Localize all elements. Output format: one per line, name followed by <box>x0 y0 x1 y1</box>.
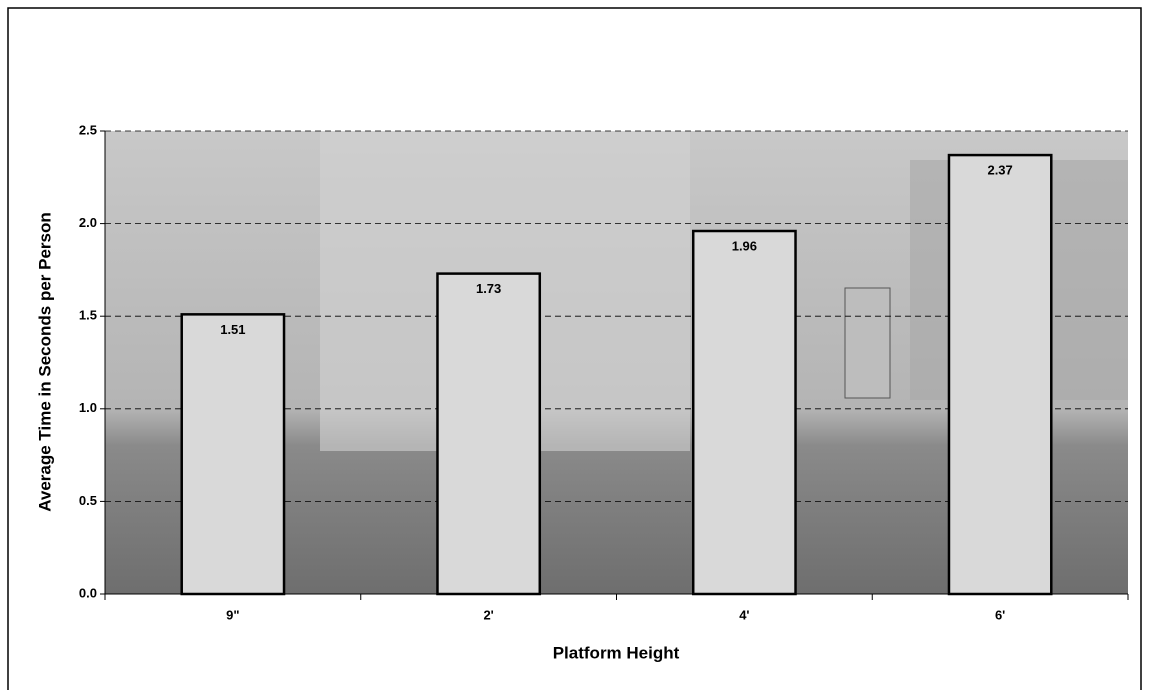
x-axis-title: Platform Height <box>553 643 680 662</box>
photo-door <box>844 287 891 399</box>
bar <box>436 272 542 596</box>
x-tick-label: 9" <box>226 607 239 622</box>
bar <box>947 153 1053 596</box>
y-tick-label: 2.0 <box>79 215 97 230</box>
data-label: 1.96 <box>732 238 757 253</box>
y-axis-title: Average Time in Seconds per Person <box>35 212 54 512</box>
y-tick-label: 1.5 <box>79 308 97 323</box>
x-tick-label: 6' <box>995 607 1005 622</box>
bar <box>691 229 797 596</box>
bar <box>180 313 286 596</box>
data-label: 2.37 <box>987 163 1012 178</box>
y-tick-label: 0.5 <box>79 493 97 508</box>
x-tick-label: 4' <box>739 607 749 622</box>
y-tick-label: 2.5 <box>79 122 97 137</box>
x-tick-label: 2' <box>483 607 493 622</box>
data-label: 1.73 <box>476 281 501 296</box>
y-tick-label: 1.0 <box>79 400 97 415</box>
data-label: 1.51 <box>220 322 245 337</box>
y-tick-label: 0.0 <box>79 585 97 600</box>
